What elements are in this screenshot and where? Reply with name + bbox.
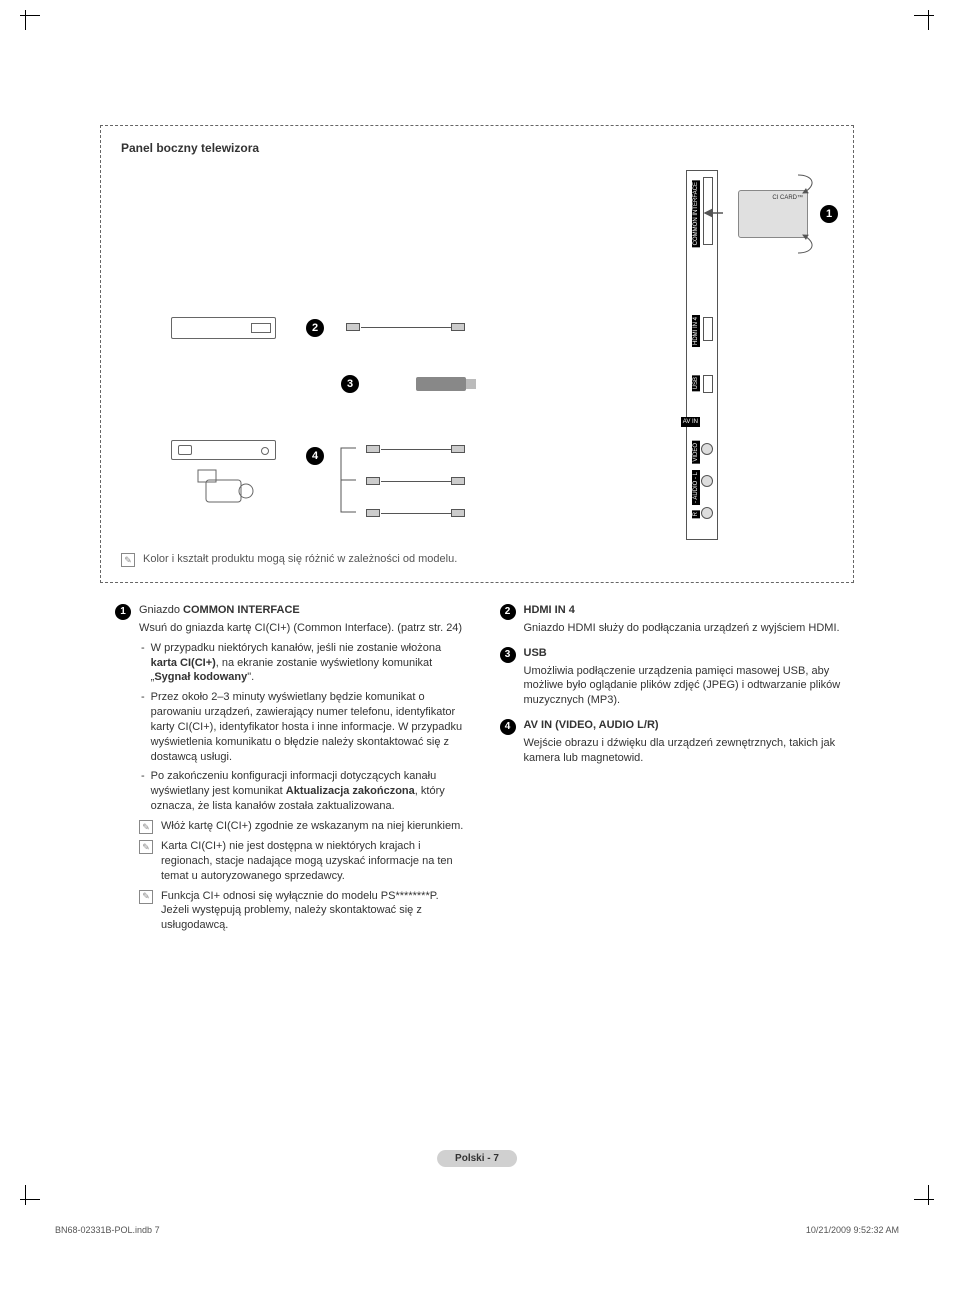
note-icon: ✎ — [121, 553, 135, 567]
callout-3: 3 — [341, 375, 359, 393]
common-interface-label: COMMON INTERFACE — [692, 180, 700, 247]
box-title: Panel boczny telewizora — [121, 141, 833, 155]
side-panel-box: Panel boczny telewizora COMMON INTERFACE… — [100, 125, 854, 583]
bullet: Po zakończeniu konfiguracji informacji d… — [139, 769, 470, 814]
video-label: VIDEO — [692, 441, 700, 464]
usb-port-label: USB — [692, 375, 700, 391]
note-icon: ✎ — [139, 890, 153, 904]
rca-plug-icon — [366, 509, 380, 517]
audio-r-jack — [701, 507, 713, 519]
callout-4: 4 — [306, 447, 324, 465]
item-2: 2 HDMI IN 4 Gniazdo HDMI służy do podłąc… — [500, 603, 855, 636]
item-1-title: Gniazdo COMMON INTERFACE — [139, 603, 470, 618]
usb-stick-icon — [416, 377, 466, 391]
connection-diagram: COMMON INTERFACE CI CARD™ 1 HDMI IN 4 2 — [121, 165, 833, 545]
diagram-note: ✎ Kolor i kształt produktu mogą się różn… — [121, 553, 833, 567]
hdmi-port-label: HDMI IN 4 — [692, 315, 700, 347]
video-jack — [701, 443, 713, 455]
print-footer: BN68-02331B-POL.indb 7 10/21/2009 9:52:3… — [55, 1225, 899, 1235]
print-file: BN68-02331B-POL.indb 7 — [55, 1225, 160, 1235]
item-1-note-1: ✎ Włóż kartę CI(CI+) zgodnie ze wskazany… — [139, 819, 470, 834]
av-in-label: AV IN — [681, 417, 700, 427]
item-4-title: AV IN (VIDEO, AUDIO L/R) — [524, 718, 855, 733]
rca-plug-icon — [451, 445, 465, 453]
item-1: 1 Gniazdo COMMON INTERFACE Wsuń do gniaz… — [115, 603, 470, 933]
hdmi-plug-left-icon — [346, 323, 360, 331]
item-1-note-2: ✎ Karta CI(CI+) nie jest dostępna w niek… — [139, 839, 470, 884]
audio-r-label: R — [692, 510, 700, 518]
item-2-title: HDMI IN 4 — [524, 603, 855, 618]
item-3-badge: 3 — [500, 647, 516, 663]
hdmi-cable — [361, 327, 451, 328]
item-1-note-3: ✎ Funkcja CI+ odnosi się wyłącznie do mo… — [139, 889, 470, 934]
callout-1: 1 — [820, 205, 838, 223]
print-timestamp: 10/21/2009 9:52:32 AM — [806, 1225, 899, 1235]
item-3: 3 USB Umożliwia podłączenie urządzenia p… — [500, 646, 855, 708]
av-bracket-icon — [331, 440, 361, 520]
item-2-badge: 2 — [500, 604, 516, 620]
left-column: 1 Gniazdo COMMON INTERFACE Wsuń do gniaz… — [115, 603, 470, 943]
callout-2: 2 — [306, 319, 324, 337]
camcorder-icon — [196, 465, 266, 515]
item-4-badge: 4 — [500, 719, 516, 735]
usb-port — [703, 375, 713, 393]
page-number-pill: Polski - 7 — [437, 1150, 517, 1167]
bullet: W przypadku niektórych kanałów, jeśli ni… — [139, 641, 470, 686]
rca-plug-icon — [366, 477, 380, 485]
ci-insert-arrows-icon — [703, 165, 823, 265]
item-2-body: Gniazdo HDMI służy do podłączania urządz… — [524, 621, 855, 636]
audio-label: - AUDIO - L — [692, 470, 700, 505]
item-1-sub: Wsuń do gniazda kartę CI(CI+) (Common In… — [139, 621, 470, 636]
description-columns: 1 Gniazdo COMMON INTERFACE Wsuń do gniaz… — [115, 603, 854, 943]
bullet: Przez około 2–3 minuty wyświetlany będzi… — [139, 690, 470, 764]
item-1-badge: 1 — [115, 604, 131, 620]
hdmi-plug-right-icon — [451, 323, 465, 331]
item-1-bullets: W przypadku niektórych kanałów, jeśli ni… — [139, 641, 470, 814]
item-4-body: Wejście obrazu i dźwięku dla urządzeń ze… — [524, 736, 855, 766]
right-column: 2 HDMI IN 4 Gniazdo HDMI służy do podłąc… — [500, 603, 855, 943]
hdmi-port — [703, 317, 713, 341]
note-icon: ✎ — [139, 820, 153, 834]
item-3-body: Umożliwia podłączenie urządzenia pamięci… — [524, 664, 855, 709]
note-icon: ✎ — [139, 840, 153, 854]
rca-plug-icon — [451, 509, 465, 517]
hdmi-source-device — [171, 317, 276, 339]
audio-l-jack — [701, 475, 713, 487]
rca-plug-icon — [366, 445, 380, 453]
item-3-title: USB — [524, 646, 855, 661]
item-4: 4 AV IN (VIDEO, AUDIO L/R) Wejście obraz… — [500, 718, 855, 766]
diagram-note-text: Kolor i kształt produktu mogą się różnić… — [143, 553, 457, 567]
rca-plug-icon — [451, 477, 465, 485]
vcr-device — [171, 440, 276, 460]
